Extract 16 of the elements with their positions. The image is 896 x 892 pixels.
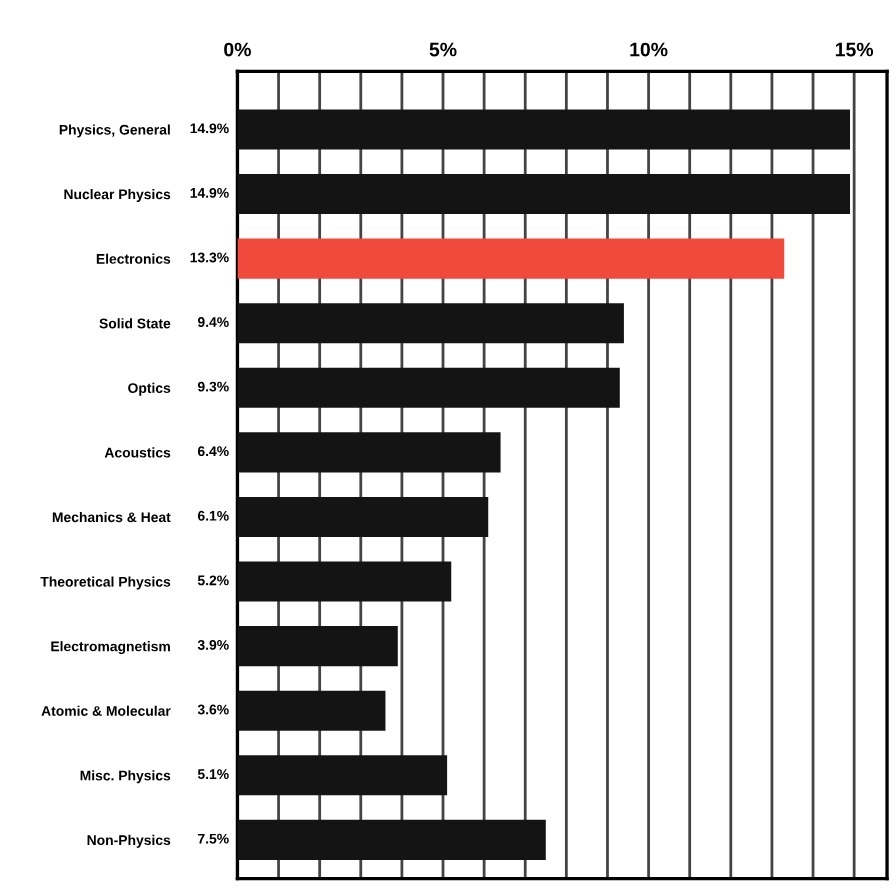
bar	[237, 238, 785, 279]
bar	[237, 367, 620, 408]
x-tick-label: 0%	[224, 42, 251, 57]
bar	[237, 690, 386, 731]
x-tick-label: 5%	[429, 42, 457, 57]
bar	[237, 755, 448, 796]
x-tick-label: 15%	[835, 42, 874, 57]
bar	[237, 626, 398, 667]
x-tick-label: 10%	[630, 42, 668, 57]
bar	[237, 561, 452, 602]
bar	[237, 109, 851, 150]
bar	[237, 819, 546, 860]
bar	[237, 174, 851, 215]
bar	[237, 496, 489, 537]
bar	[237, 432, 501, 473]
bar	[237, 303, 624, 344]
